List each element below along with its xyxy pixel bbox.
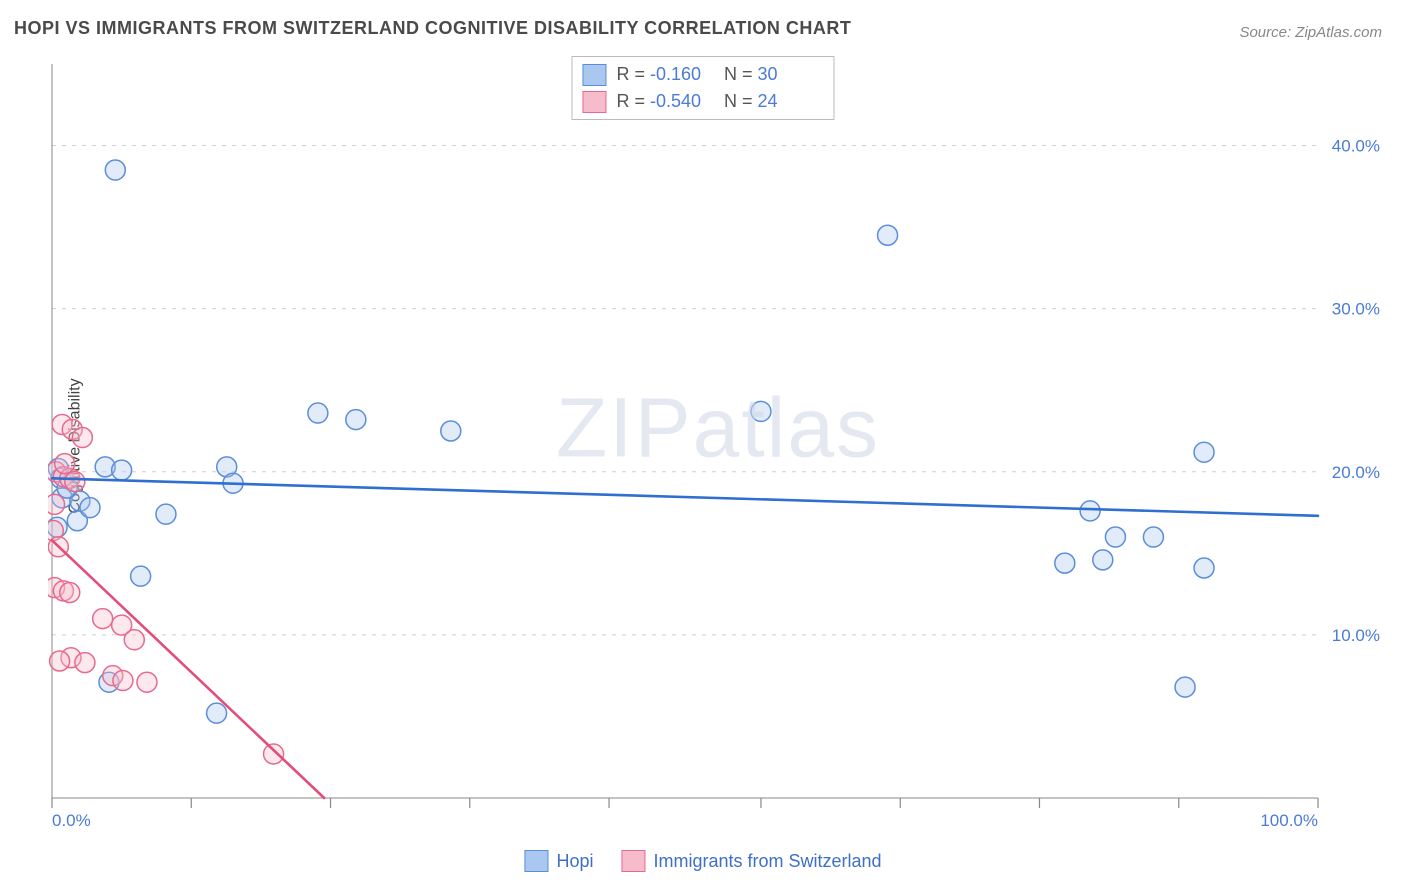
scatter-plot: 10.0%20.0%30.0%40.0%0.0%100.0% ZIPatlas [48, 56, 1388, 832]
stats-legend-row: R = -0.160 N = 30 [582, 61, 817, 88]
plot-svg: 10.0% 20.0% 30.0% 40.0% 0.0% 100.0% [48, 56, 1388, 832]
source-label: Source: ZipAtlas.com [1239, 24, 1382, 41]
svg-text:10.0%: 10.0% [1332, 626, 1380, 645]
svg-text:0.0%: 0.0% [52, 811, 91, 830]
legend-label: Hopi [556, 851, 593, 872]
legend-label: Immigrants from Switzerland [653, 851, 881, 872]
legend-item-switzerland: Immigrants from Switzerland [621, 850, 881, 872]
svg-text:20.0%: 20.0% [1332, 463, 1380, 482]
svg-text:30.0%: 30.0% [1332, 300, 1380, 319]
svg-text:40.0%: 40.0% [1332, 137, 1380, 156]
swatch-hopi [524, 850, 548, 872]
legend-item-hopi: Hopi [524, 850, 593, 872]
swatch-hopi [582, 64, 606, 86]
series-legend: Hopi Immigrants from Switzerland [524, 850, 881, 872]
stats-legend-row: R = -0.540 N = 24 [582, 88, 817, 115]
swatch-switzerland [582, 91, 606, 113]
svg-text:100.0%: 100.0% [1260, 811, 1318, 830]
stats-legend: R = -0.160 N = 30 R = -0.540 N = 24 [571, 56, 834, 120]
swatch-switzerland [621, 850, 645, 872]
chart-title: HOPI VS IMMIGRANTS FROM SWITZERLAND COGN… [14, 18, 851, 39]
